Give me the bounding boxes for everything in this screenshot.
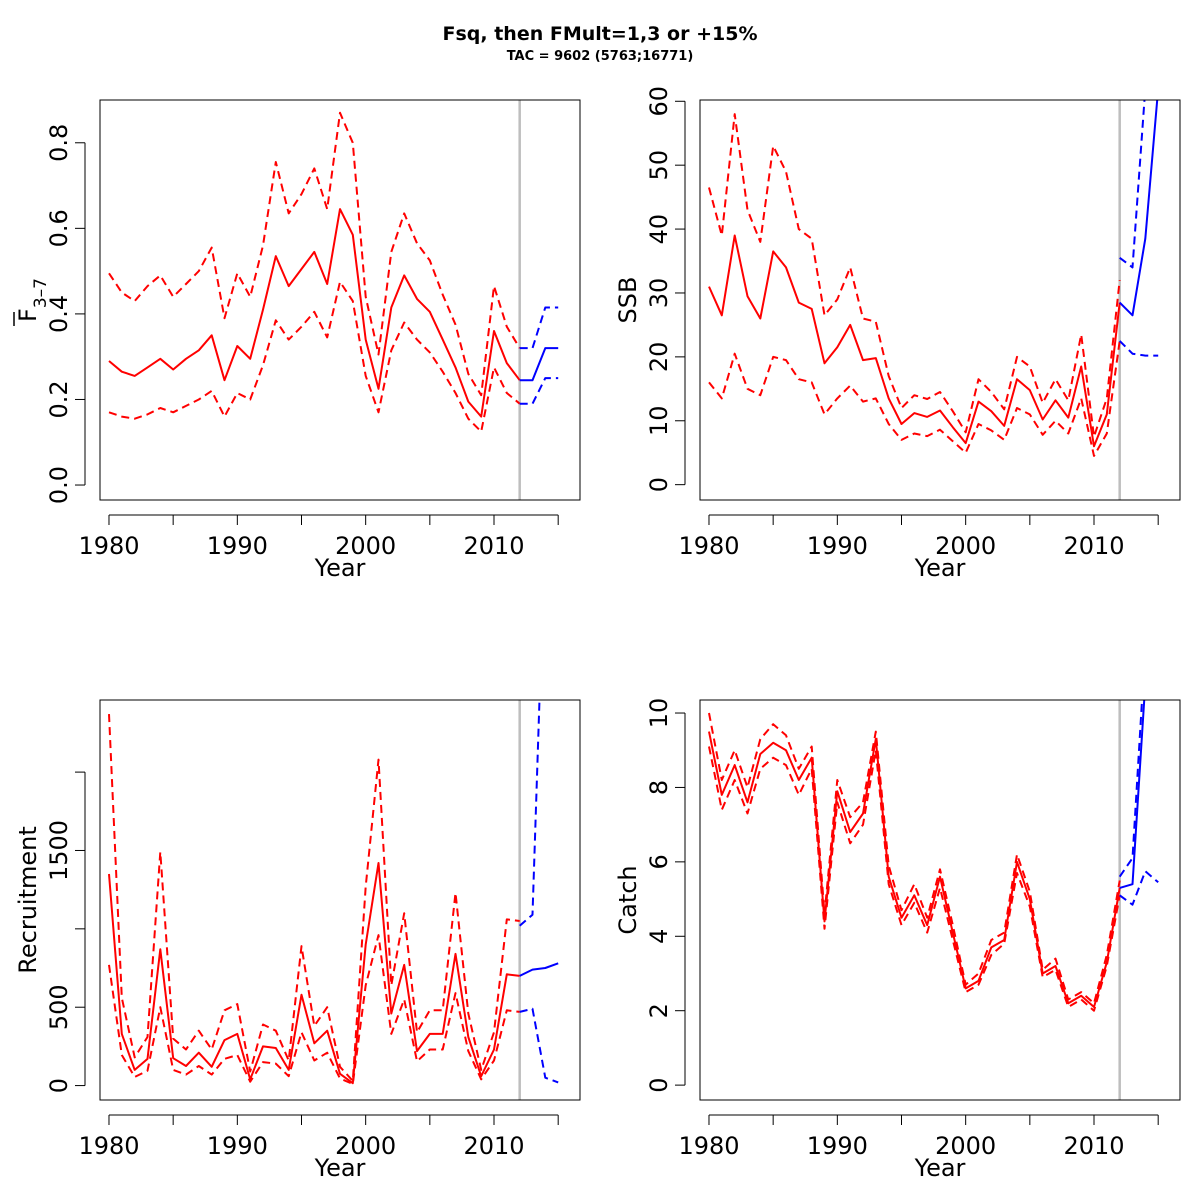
x-tick-label: 2000 bbox=[335, 532, 396, 560]
y-tick-label: 20 bbox=[645, 342, 673, 373]
figure-title: Fsq, then FMult=1,3 or +15% bbox=[443, 23, 758, 45]
x-tick-label: 2000 bbox=[935, 532, 996, 560]
x-tick-label: 2010 bbox=[1063, 532, 1124, 560]
x-axis-label: Year bbox=[914, 554, 966, 582]
x-tick-label: 1990 bbox=[207, 1132, 268, 1160]
x-axis-label: Year bbox=[314, 1154, 366, 1182]
forecast-estimate-line bbox=[1118, 100, 1159, 317]
historic-lower-line bbox=[708, 746, 1121, 1012]
x-axis-label: Year bbox=[314, 554, 366, 582]
forecast-upper-line bbox=[519, 306, 559, 350]
y-tick-label: 0.0 bbox=[45, 466, 73, 504]
forecast-upper-line bbox=[1119, 100, 1146, 269]
y-tick-label: 30 bbox=[645, 278, 673, 309]
y-tick-label: 0 bbox=[645, 477, 673, 492]
x-tick-label: 1980 bbox=[678, 1132, 739, 1160]
x-axis-label: Year bbox=[914, 1154, 966, 1182]
y-tick-label: 8 bbox=[645, 780, 673, 795]
y-tick-label: 0.6 bbox=[45, 209, 73, 247]
figure-subtitle: TAC = 9602 (5763;16771) bbox=[507, 49, 694, 64]
forecast-lower-line bbox=[519, 1007, 559, 1084]
historic-lower-line bbox=[108, 934, 520, 1085]
series-group bbox=[108, 111, 559, 433]
x-tick-label: 1980 bbox=[78, 532, 139, 560]
series-group bbox=[108, 700, 559, 1085]
y-tick-label: 2 bbox=[645, 1003, 673, 1018]
plot-frame bbox=[699, 99, 1181, 501]
x-tick-label: 1990 bbox=[207, 532, 268, 560]
historic-upper-line bbox=[108, 714, 520, 1082]
forecast-lower-line bbox=[1119, 870, 1159, 906]
forecast-estimate-line bbox=[519, 962, 559, 977]
x-tick-label: 2010 bbox=[463, 532, 524, 560]
y-tick-label: 0 bbox=[645, 1077, 673, 1092]
historic-upper-line bbox=[108, 111, 521, 397]
y-tick-label: 60 bbox=[645, 86, 673, 117]
plot-frame bbox=[99, 699, 581, 1101]
historic-upper-line bbox=[708, 113, 1121, 438]
y-tick-label: 0.8 bbox=[45, 124, 73, 162]
y-axis-label: SSB bbox=[614, 277, 642, 324]
ssb-panel: 1980 1990 2000 2010 Year 0 10 20 30 40 50 60 SSB bbox=[614, 86, 1181, 582]
historic-estimate-line bbox=[108, 208, 521, 418]
y-axis-label: Catch bbox=[614, 865, 642, 934]
forecast-lower-line bbox=[519, 377, 559, 405]
plot-frame bbox=[699, 699, 1181, 1101]
x-tick-label: 2000 bbox=[335, 1132, 396, 1160]
y-tick-label: 0 bbox=[45, 1078, 73, 1093]
y-tick-label: 500 bbox=[45, 984, 73, 1030]
panels: 1980 1990 2000 2010Year0.00.20.40.60.8F3–71… bbox=[13, 86, 1181, 1182]
x-tick-label: 2000 bbox=[935, 1132, 996, 1160]
y-tick-label: 0.2 bbox=[45, 380, 73, 418]
plot-frame bbox=[99, 99, 581, 501]
x-tick-label: 2010 bbox=[463, 1132, 524, 1160]
x-tick-label: 2010 bbox=[1063, 1132, 1124, 1160]
y-tick-label: 10 bbox=[645, 405, 673, 436]
x-tick-label: 1980 bbox=[78, 1132, 139, 1160]
historic-lower-line bbox=[708, 340, 1121, 457]
y-tick-label: 10 bbox=[645, 698, 673, 729]
catch-panel: 1980 1990 2000 2010 Year 0 2 4 6 8 10 Catch bbox=[614, 698, 1181, 1182]
historic-estimate-line bbox=[708, 731, 1121, 1008]
y-tick-label: 40 bbox=[645, 214, 673, 245]
series-group bbox=[708, 100, 1159, 457]
historic-estimate-line bbox=[708, 234, 1121, 448]
y-axis-label-subscript: 3–7 bbox=[31, 278, 51, 308]
forecast-upper-line bbox=[519, 700, 541, 927]
forecast-upper-line bbox=[1118, 700, 1144, 878]
x-tick-label: 1990 bbox=[807, 1132, 868, 1160]
forecast-lower-line bbox=[1118, 340, 1159, 357]
forecast-estimate-line bbox=[519, 347, 559, 382]
y-tick-label: 1500 bbox=[45, 820, 73, 881]
x-tick-label: 1990 bbox=[807, 532, 868, 560]
historic-upper-line bbox=[708, 712, 1121, 1005]
y-axis-label: Recruitment bbox=[14, 826, 42, 973]
y-tick-label: 6 bbox=[645, 854, 673, 869]
forecast-estimate-line bbox=[1119, 700, 1146, 889]
y-tick-label: 50 bbox=[645, 150, 673, 181]
x-tick-label: 1980 bbox=[678, 532, 739, 560]
y-tick-label: 4 bbox=[645, 929, 673, 944]
historic-lower-line bbox=[108, 280, 521, 433]
y-tick-label: 0.4 bbox=[45, 295, 73, 333]
series-group bbox=[708, 700, 1159, 1012]
historic-estimate-line bbox=[108, 862, 520, 1085]
